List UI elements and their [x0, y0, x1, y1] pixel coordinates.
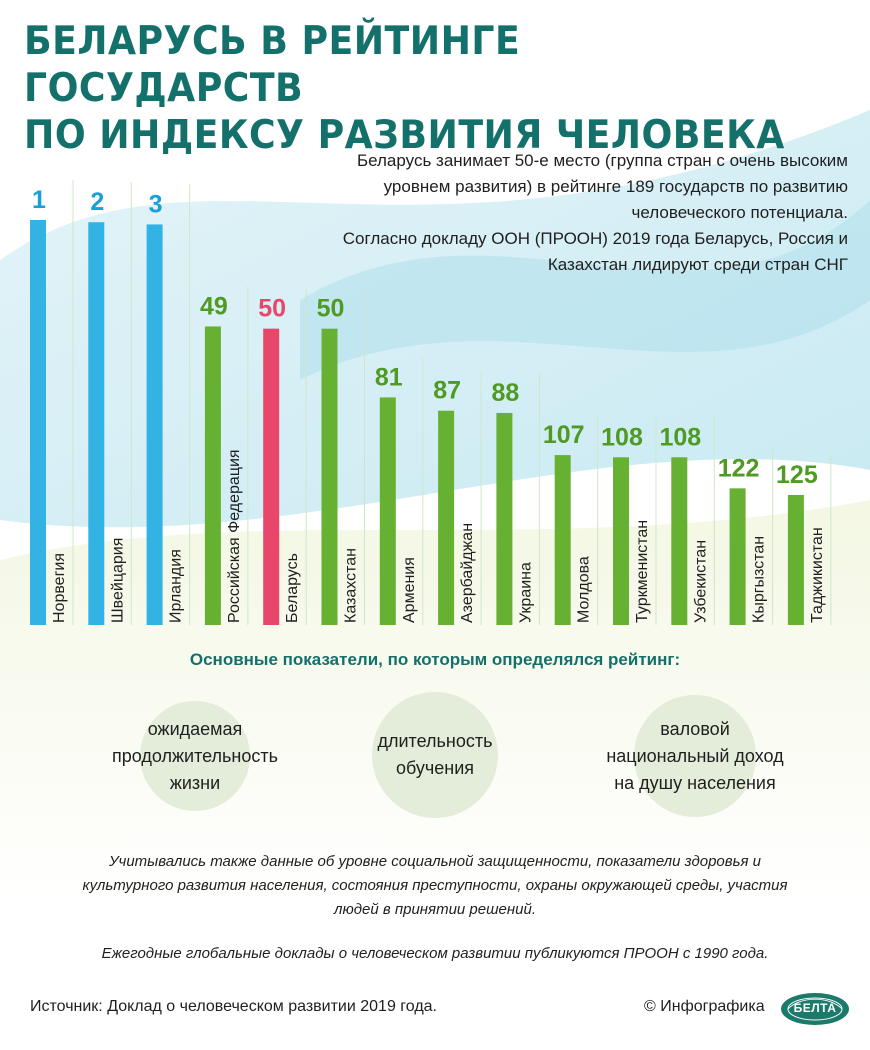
indicator-text: национальный доход	[606, 745, 784, 766]
ranking-bar-chart: 1 Норвегия 2 Швейцария 3 Ирландия 49 Российская…	[30, 180, 832, 625]
indicator-text: жизни	[169, 772, 221, 793]
note-line: культурного развития населения, состояни…	[82, 877, 788, 894]
bar-6	[321, 328, 338, 625]
bar-8	[438, 410, 455, 625]
indicator-text: валовой	[660, 718, 730, 739]
indicator-label: валовой национальный доход на душу насел…	[606, 716, 783, 797]
country-label: Таджикистан	[809, 527, 826, 623]
credit-text: © Инфографика	[644, 998, 765, 1015]
belta-logo-icon	[781, 993, 849, 1025]
intro-line: уровнем развития) в рейтинге 189 государ…	[383, 177, 848, 196]
country-label: Российская Федерация	[226, 449, 243, 623]
bar-14	[787, 495, 804, 625]
bar-13	[729, 488, 746, 625]
indicator-circle	[634, 695, 756, 817]
bar-7	[379, 397, 396, 625]
indicator-gni-per-capita: валовой национальный доход на душу насел…	[590, 695, 800, 817]
title-line-2: ПО ИНДЕКСУ РАЗВИТИЯ ЧЕЛОВЕКА	[24, 113, 785, 158]
indicator-text: продолжительность	[112, 745, 278, 766]
title-line-1: БЕЛАРУСЬ В РЕЙТИНГЕ ГОСУДАРСТВ	[24, 19, 521, 111]
intro-text: Беларусь занимает 50-е место (группа стр…	[248, 148, 848, 278]
rank-label: 50	[317, 295, 345, 323]
rank-label: 122	[718, 454, 760, 482]
indicator-education-duration: длительность обучения	[335, 685, 535, 825]
rank-label: 1	[32, 186, 46, 214]
note-line: людей в принятии решений.	[333, 901, 537, 918]
intro-line: Согласно докладу ООН (ПРООН) 2019 года Б…	[342, 229, 848, 248]
note-annual-reports: Ежегодные глобальные доклады о человечес…	[101, 945, 769, 962]
rank-label: 108	[659, 423, 701, 451]
rank-label: 88	[491, 379, 519, 407]
bar-2	[88, 222, 105, 625]
note-line: Учитывались также данные об уровне социа…	[108, 853, 762, 870]
indicator-text: обучения	[395, 758, 475, 778]
country-label: Ирландия	[168, 549, 185, 623]
belta-logo: БЕЛТА	[780, 992, 850, 1026]
indicators-heading: Основные показатели, по которым определя…	[189, 650, 681, 669]
indicator-life-expectancy: ожидаемая продолжительность жизни	[95, 700, 295, 812]
indicator-text: длительность	[377, 731, 493, 751]
indicator-label: длительность обучения	[378, 728, 493, 782]
bar-5	[263, 328, 280, 625]
indicator-text: на душу населения	[614, 772, 776, 793]
country-label: Казахстан	[343, 548, 360, 623]
country-label: Армения	[401, 557, 418, 623]
intro-line: Казахстан лидируют среди стран СНГ	[547, 255, 848, 274]
country-label: Узбекистан	[692, 540, 709, 623]
rank-label: 49	[200, 292, 228, 320]
rank-label: 3	[149, 190, 163, 218]
indicator-circle	[372, 692, 498, 818]
bar-1	[30, 220, 46, 625]
bar-10	[554, 455, 571, 625]
country-label: Беларусь	[284, 553, 301, 623]
bar-11	[613, 457, 629, 625]
rank-label: 81	[375, 363, 403, 391]
country-label: Туркменистан	[634, 520, 651, 623]
country-label: Молдова	[576, 556, 593, 623]
rank-label: 108	[601, 423, 643, 451]
country-label: Украина	[517, 562, 534, 623]
rank-label: 125	[776, 461, 818, 489]
rank-label: 50	[258, 295, 286, 323]
bar-12	[671, 457, 688, 625]
indicator-label: ожидаемая продолжительность жизни	[112, 716, 278, 797]
indicator-circle	[140, 701, 250, 811]
note-additional-data: Учитывались также данные об уровне социа…	[30, 850, 840, 922]
rank-label: 87	[433, 377, 461, 405]
rank-label: 2	[90, 188, 104, 216]
source-text: Источник: Доклад о человеческом развитии…	[30, 998, 437, 1015]
rank-label: 107	[543, 421, 585, 449]
country-label: Азербайджан	[459, 523, 476, 623]
country-label: Норвегия	[51, 553, 68, 623]
country-label: Швейцария	[109, 538, 126, 623]
country-label: Кыргызстан	[751, 536, 768, 623]
page-title: БЕЛАРУСЬ В РЕЙТИНГЕ ГОСУДАРСТВ ПО ИНДЕКС…	[24, 18, 805, 159]
intro-line: Беларусь занимает 50-е место (группа стр…	[356, 151, 848, 170]
logo-text: БЕЛТА	[793, 1001, 837, 1015]
bar-3	[146, 224, 163, 625]
bar-9	[496, 412, 513, 625]
bar-4	[204, 326, 221, 625]
intro-line: человеческого потенциала.	[631, 203, 848, 222]
indicator-text: ожидаемая	[147, 718, 243, 739]
